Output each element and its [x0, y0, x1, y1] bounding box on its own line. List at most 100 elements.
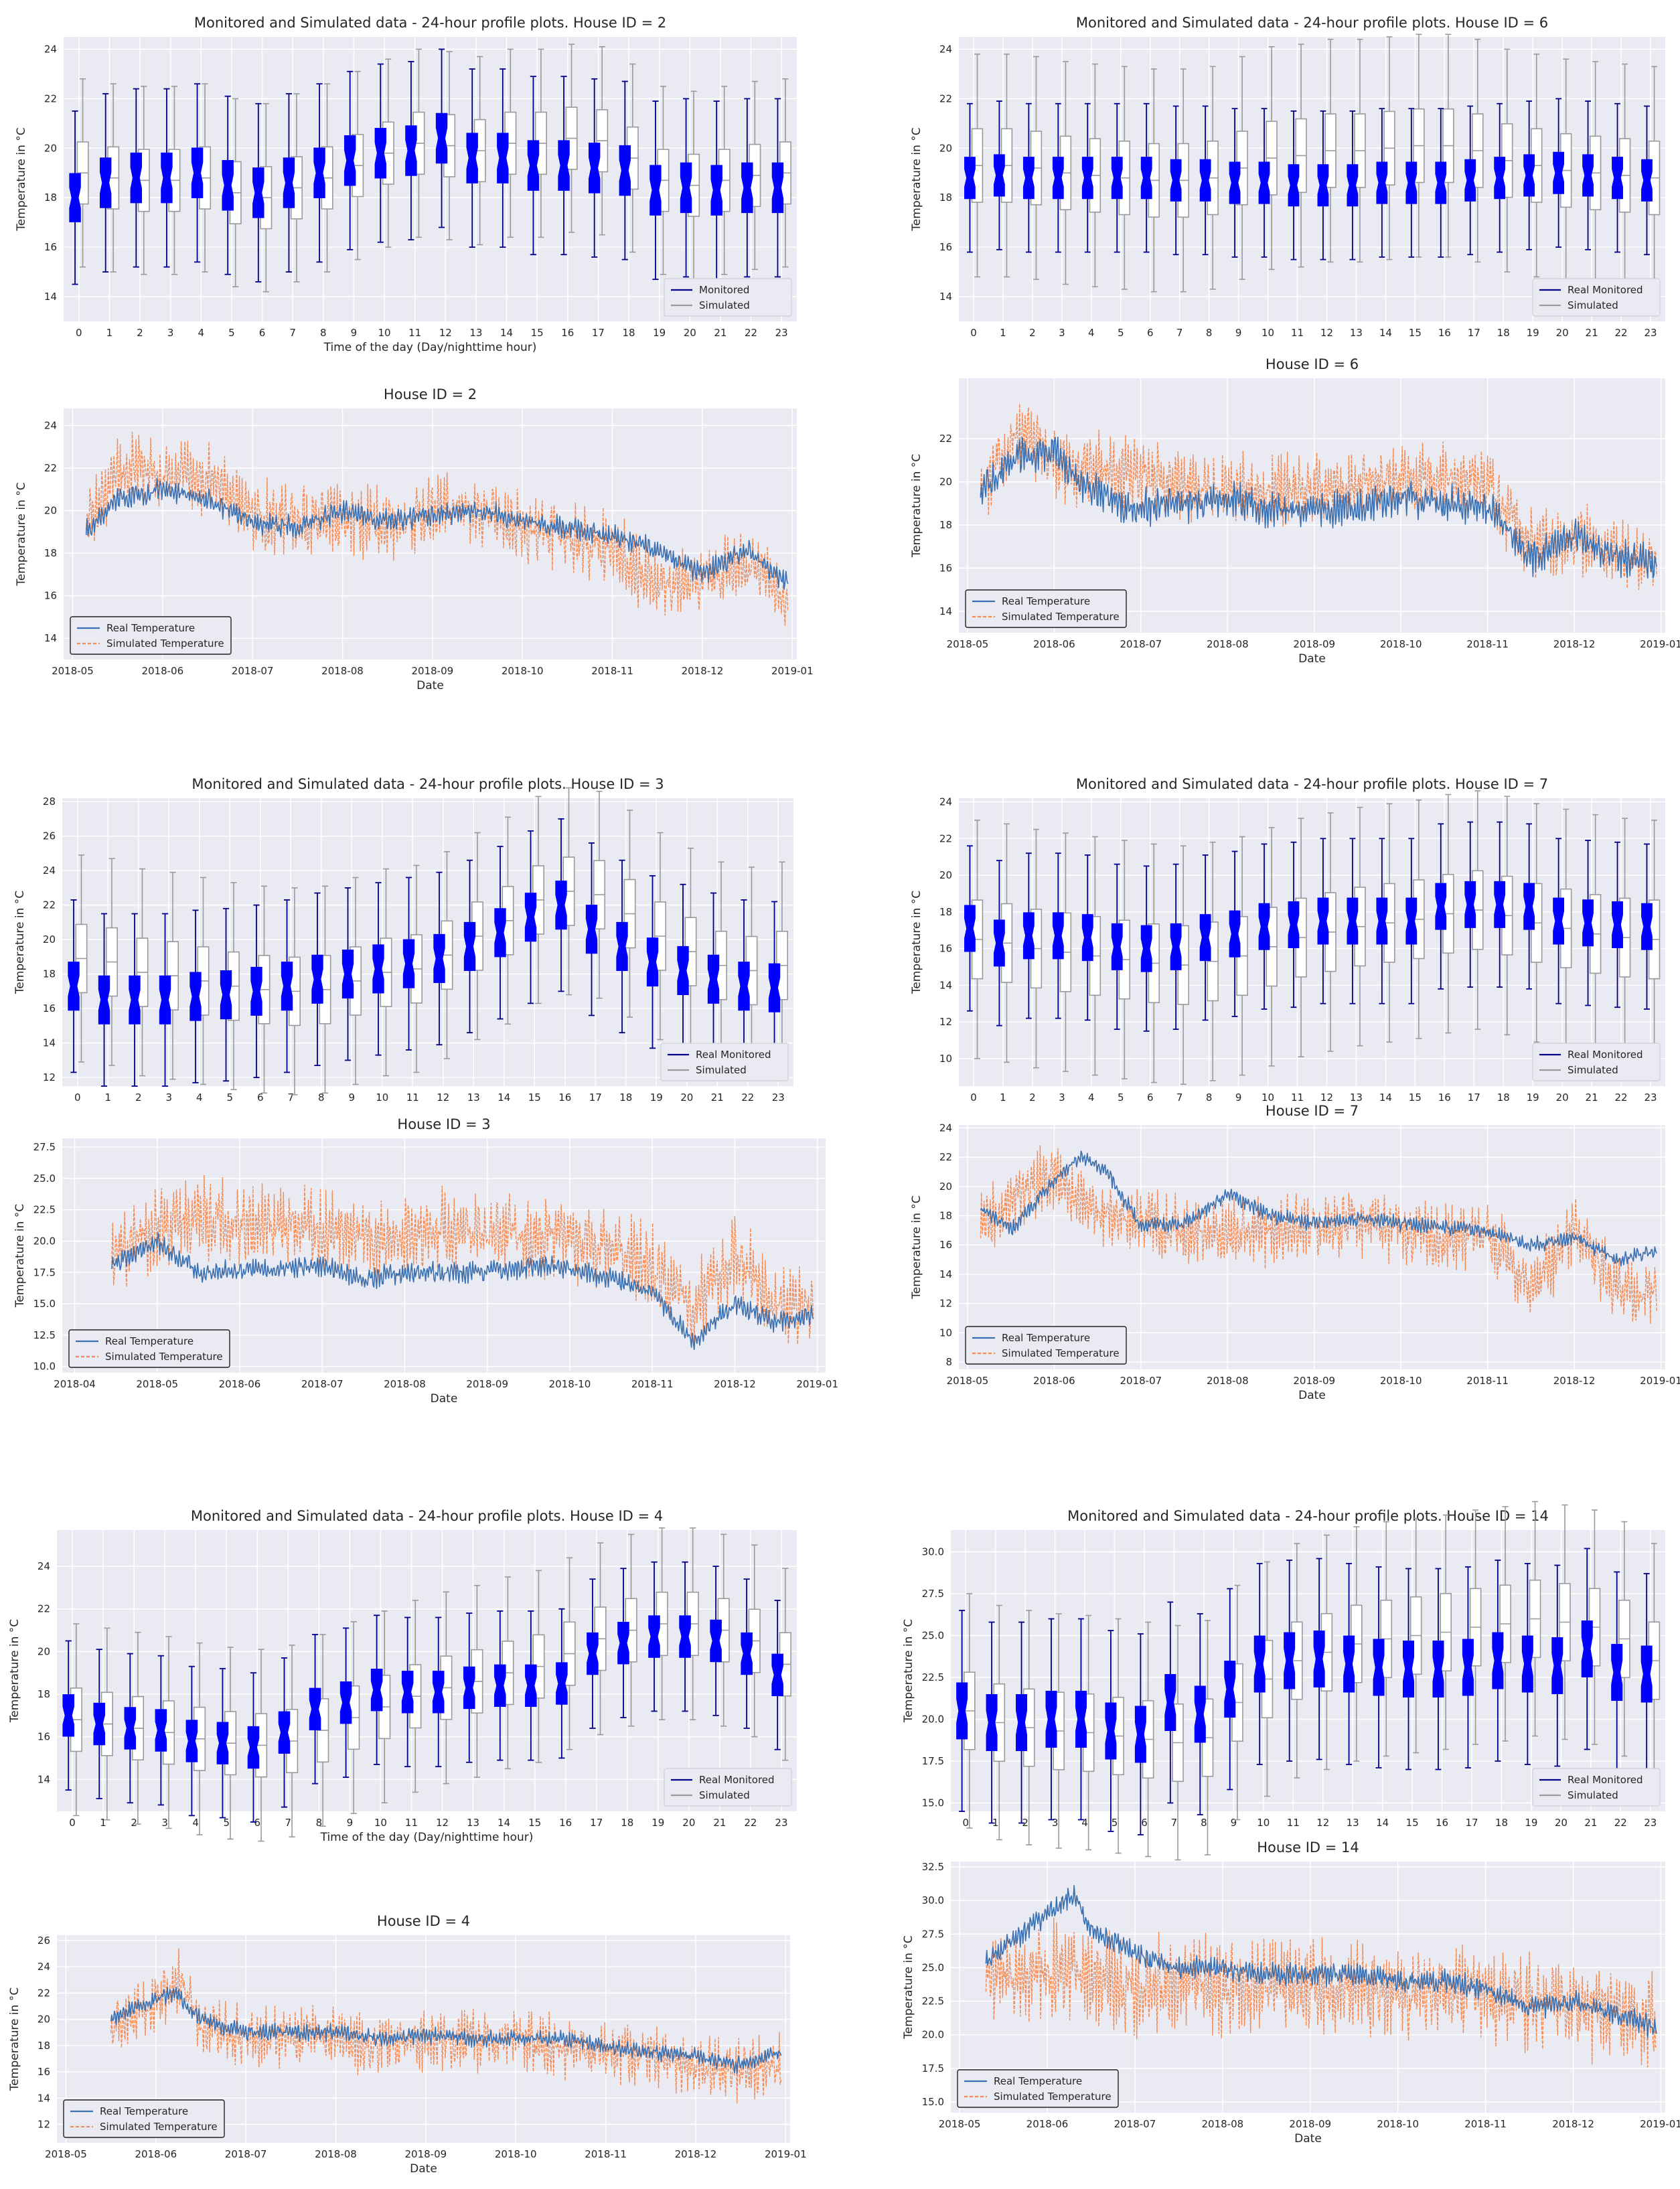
x-tick-label: 2018-07 — [1120, 638, 1162, 650]
y-tick-label: 12 — [939, 1298, 952, 1310]
simulated-box — [748, 1544, 761, 1738]
y-tick-label: 14 — [939, 1268, 952, 1280]
x-tick-label: 2018-06 — [1033, 1375, 1075, 1387]
x-tick-label: 12 — [436, 1817, 449, 1829]
legend: Real Temperature Simulated Temperature — [965, 1326, 1127, 1365]
y-tick-label: 12.5 — [33, 1329, 56, 1341]
x-tick-label: 3 — [1059, 327, 1065, 339]
x-tick-label: 2018-04 — [54, 1378, 96, 1390]
x-tick-label: 23 — [772, 1091, 785, 1104]
legend-label-simulated: Simulated — [1568, 1064, 1618, 1076]
legend-label-monitored: Real Monitored — [1568, 1049, 1643, 1061]
x-axis-label: Time of the day (Day/nighttime hour) — [323, 341, 537, 354]
y-axis-label: Temperature in °C — [8, 1619, 21, 1723]
monitored-box — [1288, 110, 1300, 260]
monitored-box — [252, 102, 264, 283]
monitored-box — [1313, 1558, 1325, 1760]
y-tick-label: 18 — [939, 1210, 952, 1222]
simulated-box — [1559, 1504, 1571, 1740]
x-tick-label: 2018-08 — [1207, 1375, 1249, 1387]
legend-label-monitored: Monitored — [699, 284, 749, 296]
x-tick-label: 5 — [1112, 1817, 1118, 1829]
y-tick-label: 22 — [37, 1987, 50, 1999]
y-tick-label: 18 — [37, 2040, 50, 2052]
monitored-box — [311, 892, 323, 1067]
monitored-box — [710, 1566, 722, 1716]
simulated-box — [1236, 56, 1248, 280]
x-tick-label: 2018-11 — [1466, 638, 1509, 650]
x-tick-label: 2018-09 — [1293, 638, 1335, 650]
simulated-temperature-line — [110, 1948, 782, 2104]
simulated-temperature-line — [980, 1145, 1657, 1324]
monitored-box — [433, 871, 445, 1046]
legend: Real Temperature Simulated Temperature — [957, 2069, 1119, 2108]
monitored-box — [1376, 838, 1388, 1004]
y-tick-label: 24 — [939, 1122, 952, 1134]
h4-series-chart: 12 14 16 18 20 22 24 26 House ID = 4 Temperature … — [8, 1913, 807, 2176]
x-tick-label: 0 — [76, 327, 82, 339]
x-tick-label: 22 — [1615, 327, 1628, 339]
monitored-box — [1111, 102, 1123, 253]
monitored-box — [1081, 102, 1093, 253]
y-tick-label: 22.5 — [922, 1671, 944, 1683]
x-tick-label: 17 — [592, 327, 605, 339]
monitored-box — [1553, 98, 1565, 248]
x-tick-label: 17 — [1468, 327, 1480, 339]
monitored-box — [1288, 841, 1300, 1008]
monitored-box — [278, 1657, 291, 1808]
simulated-box — [197, 877, 210, 1085]
x-tick-label: 8 — [1206, 1091, 1213, 1104]
legend: Real Temperature Simulated Temperature — [70, 616, 232, 655]
x-tick-label: 1 — [104, 1091, 111, 1104]
y-tick-label: 18 — [939, 519, 952, 531]
x-tick-label: 4 — [196, 1091, 203, 1104]
monitored-box — [191, 83, 204, 263]
monitored-box — [1224, 1588, 1236, 1791]
simulated-temperature-line — [980, 403, 1657, 591]
y-tick-label: 30.0 — [922, 1546, 944, 1558]
monitored-box — [1022, 102, 1035, 253]
x-axis-label: Date — [1298, 1389, 1326, 1402]
monitored-box — [435, 48, 448, 228]
monitored-box — [679, 1561, 691, 1712]
monitored-box — [1553, 838, 1565, 1004]
x-tick-label: 8 — [1201, 1817, 1207, 1829]
x-tick-label: 2018-11 — [631, 1378, 674, 1390]
x-tick-label: 2018-06 — [1026, 2118, 1069, 2130]
monitored-box — [993, 100, 1005, 250]
monitored-box — [1258, 108, 1270, 258]
x-tick-label: 2018-05 — [947, 1375, 989, 1387]
x-tick-label: 1 — [100, 1817, 106, 1829]
x-tick-label: 10 — [1262, 1091, 1274, 1104]
monitored-box — [1317, 110, 1329, 260]
monitored-box — [432, 1616, 445, 1768]
x-tick-label: 16 — [558, 1091, 571, 1104]
simulated-box — [1231, 1584, 1243, 1821]
y-tick-label: 12 — [43, 1071, 56, 1083]
y-axis-label: Temperature in °C — [13, 891, 27, 994]
y-tick-label: 14 — [939, 291, 952, 303]
x-tick-label: 8 — [320, 327, 327, 339]
x-tick-label: 2018-09 — [1293, 1375, 1335, 1387]
real-temperature-line — [85, 478, 789, 591]
x-tick-label: 14 — [1379, 1091, 1392, 1104]
simulated-box — [749, 80, 761, 271]
y-tick-label: 24 — [44, 43, 57, 55]
h3-series-chart: 10.0 12.5 15.0 17.5 20.0 22.5 25.0 27.5 House ID… — [13, 1116, 838, 1406]
x-tick-label: 9 — [348, 1091, 355, 1104]
x-tick-label: 2018-11 — [1466, 1375, 1509, 1387]
y-tick-label: 15.0 — [922, 2096, 944, 2108]
y-tick-label: 17.5 — [922, 1755, 944, 1767]
y-tick-label: 14 — [37, 1773, 50, 1785]
monitored-box — [524, 830, 537, 1004]
h7-series-chart: 8 10 12 14 16 18 20 22 24 House ID = 7 Temperature… — [910, 1103, 1680, 1402]
plot-area — [951, 1530, 1665, 1811]
monitored-box — [463, 1612, 475, 1763]
simulated-box — [1148, 843, 1160, 1083]
monitored-box — [1523, 823, 1535, 990]
y-tick-label: 14 — [939, 605, 952, 617]
monitored-box — [161, 88, 173, 268]
simulated-box — [594, 1542, 607, 1736]
y-tick-label: 12 — [939, 1016, 952, 1028]
